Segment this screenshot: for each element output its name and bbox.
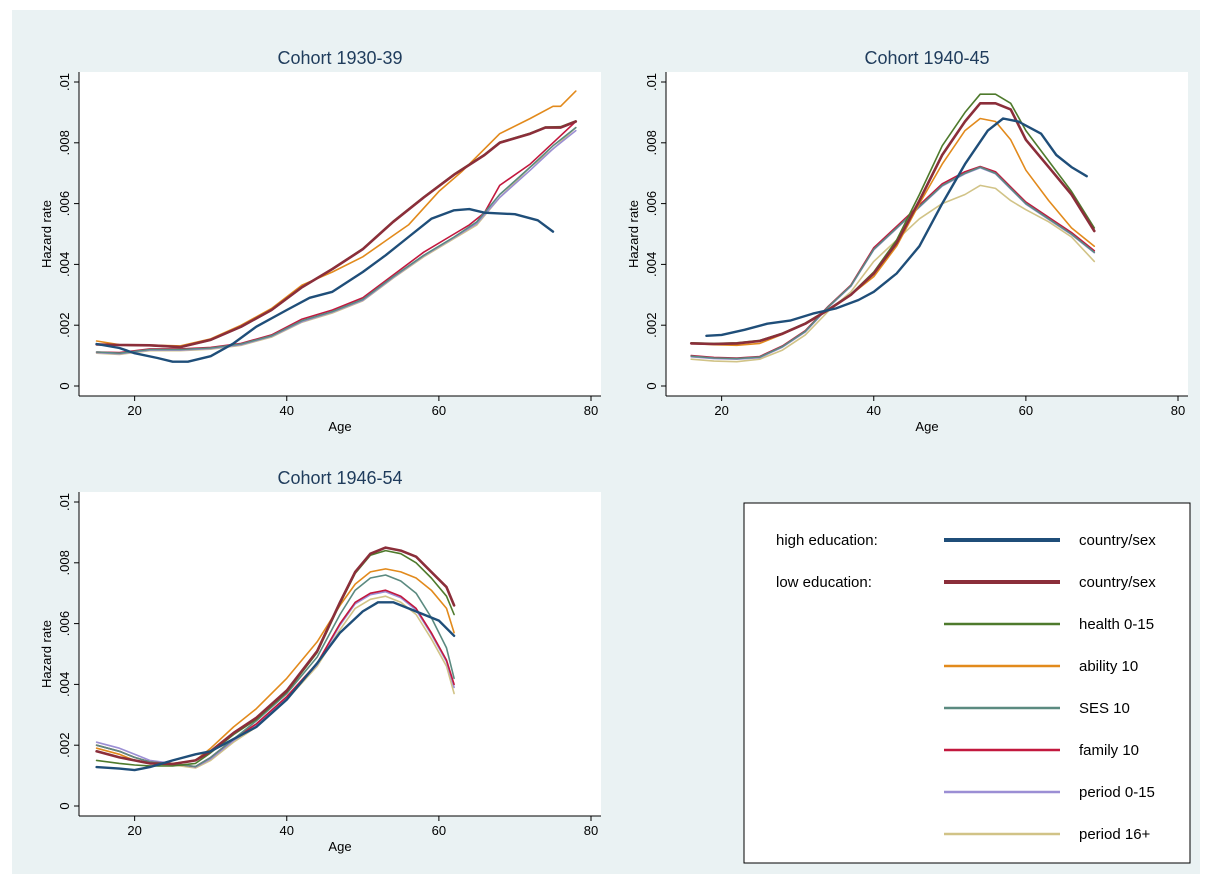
y-tick-label: .004 <box>57 252 72 277</box>
series-line <box>95 207 555 363</box>
y-tick-label: .006 <box>57 611 72 636</box>
x-axis-title: Age <box>328 839 351 854</box>
chart-panel-1: Cohort 1930-39 20 40 60 80 0 .002 .004 .006 .008.… <box>39 48 601 434</box>
panel-title: Cohort 1940-45 <box>864 48 989 68</box>
y-tick-label: .002 <box>644 313 659 338</box>
y-tick-label: 0 <box>644 382 659 389</box>
y-tick-label: .006 <box>644 191 659 216</box>
series-line <box>690 184 1096 363</box>
x-tick-label: 40 <box>280 823 294 838</box>
y-tick-label: .008 <box>644 130 659 155</box>
series-line <box>689 102 1096 346</box>
y-tick-label: .01 <box>57 73 72 91</box>
chart-panel-2: Cohort 1940-45 20 40 60 80 0 .002 .004 .006 .008.… <box>626 48 1188 434</box>
legend-entry-label: country/sex <box>1079 574 1156 591</box>
legend-entry-label: country/sex <box>1079 532 1156 549</box>
legend-entry-label: period 16+ <box>1079 826 1151 843</box>
legend-entry-label: family 10 <box>1079 742 1139 759</box>
legend-group-label: high education: <box>776 532 878 549</box>
x-tick-label: 40 <box>280 403 294 418</box>
y-tick-label: 0 <box>57 382 72 389</box>
x-tick-label: 60 <box>432 823 446 838</box>
y-tick-label: .008 <box>57 550 72 575</box>
chart-canvas: Cohort 1930-39 20 40 60 80 0 .002 .004 .006 .008.… <box>39 48 1191 864</box>
legend-entry-label: SES 10 <box>1079 700 1130 717</box>
legend-box <box>743 502 1191 864</box>
x-tick-label: 20 <box>127 403 141 418</box>
plot-area <box>79 72 601 396</box>
series-line <box>690 117 1096 347</box>
y-tick-label: .004 <box>644 252 659 277</box>
y-tick-label: .006 <box>57 191 72 216</box>
x-tick-label: 20 <box>714 403 728 418</box>
x-tick-label: 60 <box>1019 403 1033 418</box>
x-tick-label: 80 <box>1171 403 1185 418</box>
series-line <box>95 601 456 772</box>
legend-entry-label: period 0-15 <box>1079 784 1155 801</box>
legend-group-label: low education: <box>776 574 872 591</box>
y-tick-label: 0 <box>57 802 72 809</box>
x-tick-label: 60 <box>432 403 446 418</box>
legend: high education: country/sex low education:… <box>743 502 1191 864</box>
x-tick-label: 40 <box>867 403 881 418</box>
x-tick-label: 80 <box>584 403 598 418</box>
x-axis-title: Age <box>915 419 938 434</box>
plot-area <box>79 492 601 816</box>
y-tick-label: .002 <box>57 313 72 338</box>
figure-background: Cohort 1930-39 20 40 60 80 0 .002 .004 .006 .008.… <box>12 10 1200 874</box>
x-tick-label: 20 <box>127 823 141 838</box>
series-line <box>95 120 578 349</box>
panel-title: Cohort 1930-39 <box>277 48 402 68</box>
series-line <box>95 546 456 766</box>
y-tick-label: .004 <box>57 672 72 697</box>
y-axis-title: Hazard rate <box>39 620 54 688</box>
y-tick-label: .002 <box>57 733 72 758</box>
y-tick-label: .008 <box>57 130 72 155</box>
series-line <box>95 126 577 354</box>
panel-title: Cohort 1946-54 <box>277 468 402 488</box>
y-axis-title: Hazard rate <box>626 200 641 268</box>
legend-entry-label: ability 10 <box>1079 658 1138 675</box>
y-axis-title: Hazard rate <box>39 200 54 268</box>
x-axis-title: Age <box>328 419 351 434</box>
chart-panel-3: Cohort 1946-54 20 40 60 80 0 .002 .004 .006 .008.… <box>39 468 601 854</box>
y-tick-label: .01 <box>57 493 72 511</box>
legend-entry-label: health 0-15 <box>1079 616 1154 633</box>
series-line <box>705 117 1088 337</box>
y-tick-label: .01 <box>644 73 659 91</box>
x-tick-label: 80 <box>584 823 598 838</box>
